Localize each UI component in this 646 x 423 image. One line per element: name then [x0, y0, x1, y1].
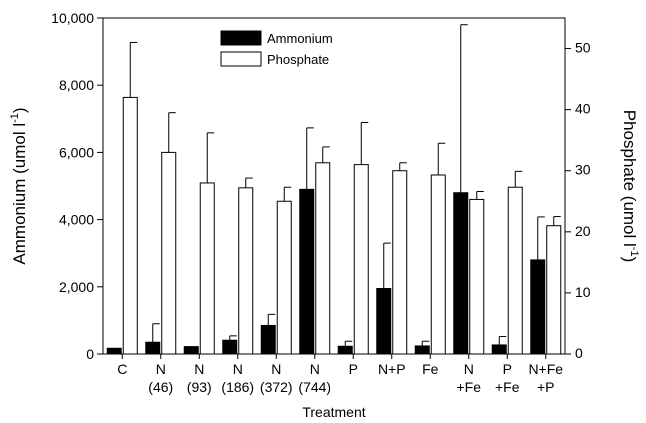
left-axis-title: Ammonium (umol l-1): [9, 107, 29, 264]
phosphate-bar: [315, 162, 331, 355]
ammonium-bar: [337, 345, 353, 355]
x-axis-title: Treatment: [302, 404, 365, 420]
ammonium-bar: [414, 345, 430, 355]
plot-frame: [102, 17, 566, 355]
ammonium-bar: [453, 192, 469, 355]
right-tick-label: 10: [575, 284, 591, 300]
category-sublabel: (372): [260, 379, 293, 395]
legend-label-ammonium: Ammonium: [267, 31, 333, 46]
ammonium-bar: [299, 188, 315, 355]
category-label: N+P: [378, 361, 406, 377]
category-label: N: [271, 361, 281, 377]
left-tick-label: 0: [86, 346, 94, 362]
category-sublabel: +Fe: [495, 379, 520, 395]
phosphate-bar: [507, 186, 523, 355]
phosphate-bar: [238, 187, 254, 355]
phosphate-bar: [430, 174, 446, 355]
x-axis: C N(46)N(93)N(186)N(372)N(744)P N+P Fe N+FeP…: [117, 354, 563, 395]
left-tick-label: 2,000: [59, 279, 94, 295]
right-axis-title: Phosphate (umol l-1): [620, 110, 640, 262]
ammonium-bar: [145, 341, 161, 355]
legend-swatch-ammonium: [220, 30, 262, 46]
category-label: N: [310, 361, 320, 377]
phosphate-bar: [546, 225, 562, 355]
category-sublabel: +Fe: [456, 379, 481, 395]
left-tick-label: 4,000: [59, 212, 94, 228]
legend-swatch-phosphate: [220, 51, 262, 67]
category-sublabel: (46): [148, 379, 173, 395]
category-sublabel: (744): [298, 379, 331, 395]
category-label: N: [156, 361, 166, 377]
right-tick-label: 40: [575, 101, 591, 117]
category-sublabel: (186): [221, 379, 254, 395]
ammonium-bar: [222, 339, 238, 355]
left-tick-label: 10,000: [51, 10, 94, 26]
category-label: N: [464, 361, 474, 377]
right-tick-label: 30: [575, 162, 591, 178]
right-tick-label: 50: [575, 40, 591, 56]
ammonium-bar: [491, 344, 507, 355]
left-y-axis: 0 2,000 4,000 6,000 8,000 10,000: [51, 10, 103, 362]
category-sublabel: +P: [537, 379, 555, 395]
right-y-axis: 0 10 20 30 40 50: [565, 40, 591, 361]
category-label: N: [194, 361, 204, 377]
ammonium-bar: [376, 287, 392, 355]
phosphate-bar: [161, 151, 177, 355]
category-label: N+Fe: [528, 361, 563, 377]
ammonium-bar: [260, 324, 276, 355]
category-label: P: [349, 361, 358, 377]
phosphate-bar: [122, 96, 138, 355]
right-tick-label: 20: [575, 223, 591, 239]
left-tick-label: 8,000: [59, 77, 94, 93]
phosphate-bar: [276, 200, 292, 355]
plot-area: [106, 24, 562, 355]
ammonium-bar: [106, 347, 122, 355]
phosphate-bar: [392, 170, 408, 355]
legend-label-phosphate: Phosphate: [267, 52, 329, 67]
category-sublabel: (93): [187, 379, 212, 395]
phosphate-bar: [199, 182, 215, 355]
left-tick-label: 6,000: [59, 144, 94, 160]
category-label: P: [503, 361, 512, 377]
right-tick-label: 0: [575, 345, 583, 361]
phosphate-bar: [353, 164, 369, 355]
category-label: Fe: [422, 361, 439, 377]
category-label: C: [117, 361, 127, 377]
ammonium-bar: [183, 346, 199, 355]
legend: Ammonium Phosphate: [220, 30, 333, 67]
category-label: N: [233, 361, 243, 377]
phosphate-bar: [469, 198, 485, 355]
ammonium-bar: [530, 259, 546, 355]
